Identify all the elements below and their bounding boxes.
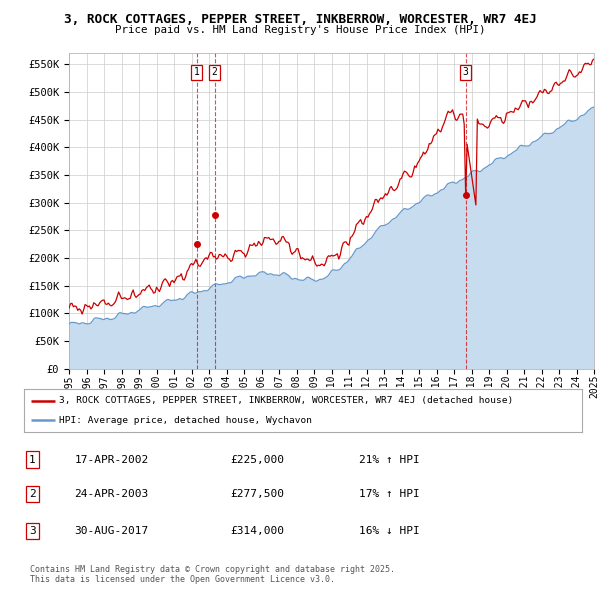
Text: 3: 3 xyxy=(29,526,36,536)
Text: 1: 1 xyxy=(194,67,200,77)
Text: £277,500: £277,500 xyxy=(230,489,284,499)
Text: 21% ↑ HPI: 21% ↑ HPI xyxy=(359,455,419,464)
Text: 3, ROCK COTTAGES, PEPPER STREET, INKBERROW, WORCESTER, WR7 4EJ (detached house): 3, ROCK COTTAGES, PEPPER STREET, INKBERR… xyxy=(59,396,514,405)
Text: HPI: Average price, detached house, Wychavon: HPI: Average price, detached house, Wych… xyxy=(59,416,312,425)
Text: 2: 2 xyxy=(212,67,218,77)
Text: Price paid vs. HM Land Registry's House Price Index (HPI): Price paid vs. HM Land Registry's House … xyxy=(115,25,485,35)
Text: £225,000: £225,000 xyxy=(230,455,284,464)
Text: 16% ↓ HPI: 16% ↓ HPI xyxy=(359,526,419,536)
Text: 2: 2 xyxy=(29,489,36,499)
Text: 3, ROCK COTTAGES, PEPPER STREET, INKBERROW, WORCESTER, WR7 4EJ: 3, ROCK COTTAGES, PEPPER STREET, INKBERR… xyxy=(64,13,536,26)
Text: 17% ↑ HPI: 17% ↑ HPI xyxy=(359,489,419,499)
Text: 30-AUG-2017: 30-AUG-2017 xyxy=(74,526,148,536)
Text: 1: 1 xyxy=(29,455,36,464)
Text: Contains HM Land Registry data © Crown copyright and database right 2025.
This d: Contains HM Land Registry data © Crown c… xyxy=(30,565,395,584)
Text: 3: 3 xyxy=(463,67,469,77)
Text: 17-APR-2002: 17-APR-2002 xyxy=(74,455,148,464)
Text: £314,000: £314,000 xyxy=(230,526,284,536)
Text: 24-APR-2003: 24-APR-2003 xyxy=(74,489,148,499)
